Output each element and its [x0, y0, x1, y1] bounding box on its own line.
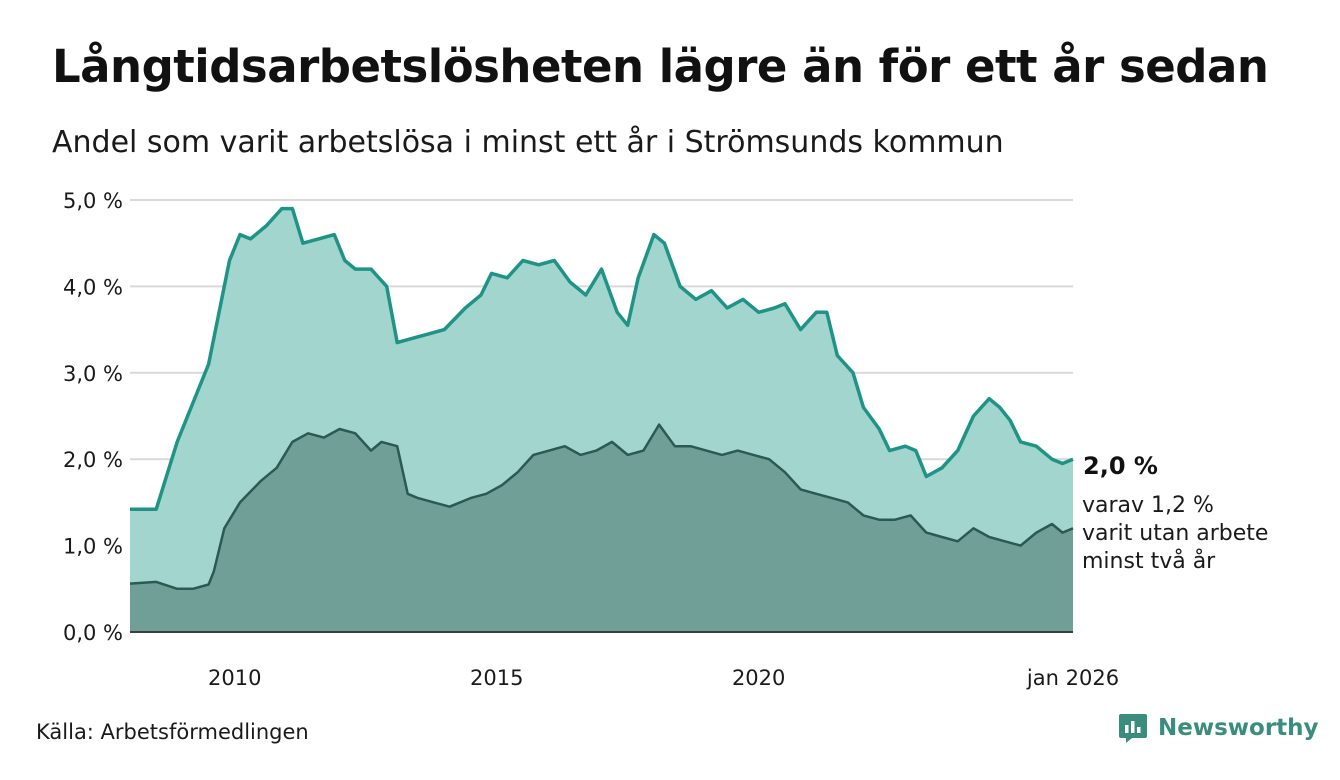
chart-subtitle: Andel som varit arbetslösa i minst ett å… [52, 125, 1004, 160]
y-tick-label: 5,0 % [63, 189, 123, 213]
chart-title: Långtidsarbetslösheten lägre än för ett … [52, 40, 1269, 93]
brand-name: Newsworthy [1158, 715, 1319, 741]
x-tick-label: jan 2026 [1026, 666, 1119, 690]
y-tick-label: 4,0 % [63, 275, 123, 299]
sub-annotation-line-2: varit utan arbete [1082, 521, 1268, 546]
brand-logo[interactable]: Newsworthy [1118, 712, 1319, 744]
series-area-1 [130, 424, 1073, 632]
axis-layer: 0,0 % 1,0 % 2,0 % 3,0 % 4,0 % 5,0 % 2010 2015 20… [63, 189, 1119, 690]
latest-value-label: 2,0 % [1083, 452, 1158, 480]
source-note: Källa: Arbetsförmedlingen [36, 720, 309, 744]
series-line-0 [130, 206, 1074, 512]
sub-annotation-line-1: varav 1,2 % [1082, 493, 1214, 518]
x-tick-label: 2020 [732, 666, 785, 690]
x-tick-label: 2010 [208, 666, 261, 690]
y-tick-label: 1,0 % [63, 535, 123, 559]
area-layer [129, 206, 1074, 633]
sub-annotation-line-3: minst två år [1082, 548, 1216, 574]
y-tick-label: 2,0 % [63, 448, 123, 472]
x-tick-label: 2015 [470, 666, 523, 690]
area-chart: 0,0 % 1,0 % 2,0 % 3,0 % 4,0 % 5,0 % 2010 2015 20… [63, 189, 1268, 690]
newsworthy-logo-icon [1119, 714, 1147, 743]
annotation-layer: 2,0 % varav 1,2 % varit utan arbete mins… [1082, 452, 1268, 574]
y-tick-label: 3,0 % [63, 362, 123, 386]
series-line-1 [129, 423, 1074, 591]
y-tick-label: 0,0 % [63, 621, 123, 645]
